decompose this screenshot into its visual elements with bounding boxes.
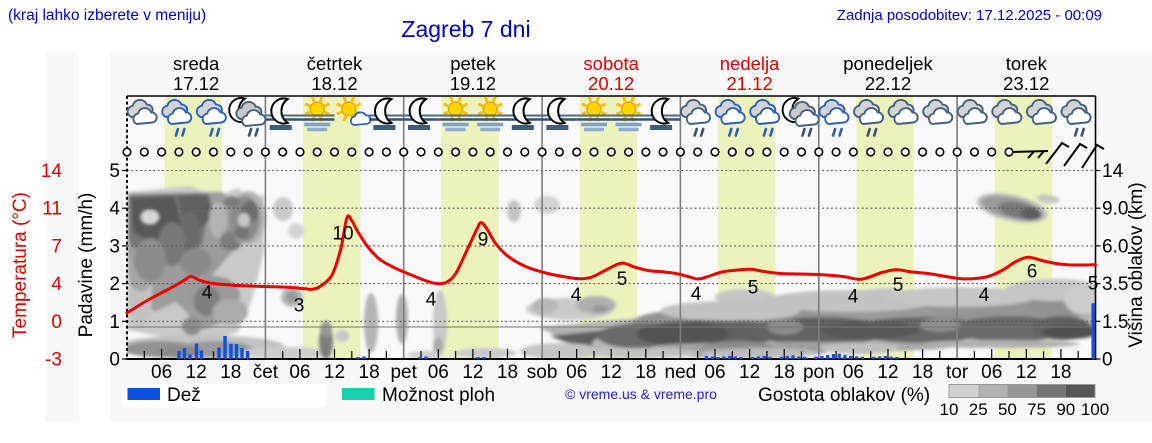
svg-text:14: 14 (41, 161, 63, 182)
svg-text:-3: -3 (45, 350, 62, 371)
svg-text:© vreme.us & vreme.pro: © vreme.us & vreme.pro (565, 386, 717, 402)
svg-text:ponedeljek: ponedeljek (843, 53, 933, 74)
svg-text:06: 06 (566, 362, 587, 383)
svg-text:5: 5 (1088, 274, 1099, 295)
svg-text:čet: čet (253, 362, 279, 383)
svg-text:18: 18 (497, 362, 518, 383)
svg-text:18: 18 (774, 362, 795, 383)
svg-text:4: 4 (109, 199, 120, 220)
svg-text:Gostota oblakov (%): Gostota oblakov (%) (758, 385, 930, 406)
svg-text:11: 11 (42, 199, 62, 220)
svg-text:Zadnja posodobitev: 17.12.2025: Zadnja posodobitev: 17.12.2025 - 00:09 (837, 7, 1102, 24)
svg-text:4: 4 (571, 285, 582, 306)
svg-text:18: 18 (359, 362, 380, 383)
svg-text:21.12: 21.12 (726, 73, 772, 94)
svg-text:18: 18 (1050, 362, 1071, 383)
svg-text:06: 06 (289, 362, 310, 383)
svg-text:petek: petek (450, 53, 496, 74)
svg-text:75: 75 (1027, 400, 1046, 419)
svg-text:18: 18 (912, 362, 933, 383)
svg-text:3.5: 3.5 (1102, 274, 1128, 295)
svg-text:0: 0 (51, 312, 62, 333)
svg-text:12: 12 (877, 362, 898, 383)
svg-text:5: 5 (893, 275, 904, 296)
svg-text:12: 12 (739, 362, 760, 383)
svg-text:Temperatura (°C): Temperatura (°C) (10, 192, 31, 338)
svg-text:06: 06 (428, 362, 449, 383)
svg-text:4: 4 (426, 290, 437, 311)
svg-text:20.12: 20.12 (588, 73, 634, 94)
svg-text:Višina oblakov (km): Višina oblakov (km) (1126, 182, 1147, 347)
svg-text:17.12: 17.12 (173, 73, 219, 94)
svg-text:1.5: 1.5 (1102, 312, 1128, 333)
svg-text:12: 12 (324, 362, 345, 383)
svg-text:19.12: 19.12 (450, 73, 496, 94)
svg-text:14: 14 (1102, 161, 1124, 182)
svg-text:4: 4 (202, 283, 213, 304)
svg-text:tor: tor (946, 362, 969, 383)
svg-text:ned: ned (665, 362, 697, 383)
svg-text:2: 2 (109, 274, 120, 295)
svg-text:25: 25 (969, 400, 988, 419)
svg-text:Možnost ploh: Možnost ploh (382, 385, 495, 406)
svg-text:pon: pon (803, 362, 835, 383)
svg-text:4: 4 (979, 285, 990, 306)
svg-text:12: 12 (1016, 362, 1037, 383)
svg-text:4: 4 (691, 284, 702, 305)
svg-text:06: 06 (981, 362, 1002, 383)
svg-text:12: 12 (601, 362, 622, 383)
svg-text:18: 18 (220, 362, 241, 383)
svg-text:5: 5 (109, 161, 120, 182)
svg-text:Dež: Dež (167, 385, 201, 406)
svg-text:10: 10 (940, 400, 959, 419)
svg-text:12: 12 (462, 362, 483, 383)
svg-text:nedelja: nedelja (720, 53, 780, 74)
svg-text:6.0: 6.0 (1102, 236, 1128, 257)
svg-text:torek: torek (1006, 53, 1048, 74)
svg-text:12: 12 (186, 362, 207, 383)
svg-text:90: 90 (1056, 400, 1075, 419)
svg-text:100: 100 (1081, 400, 1109, 419)
svg-text:22.12: 22.12 (865, 73, 911, 94)
svg-text:7: 7 (51, 236, 62, 257)
svg-text:3: 3 (294, 296, 305, 317)
svg-text:5: 5 (748, 278, 759, 299)
svg-text:18.12: 18.12 (311, 73, 357, 94)
svg-text:3: 3 (109, 236, 120, 257)
svg-text:23.12: 23.12 (1003, 73, 1049, 94)
svg-text:Padavine (mm/h): Padavine (mm/h) (76, 193, 97, 338)
svg-text:50: 50 (998, 400, 1017, 419)
svg-text:pet: pet (390, 362, 417, 383)
svg-text:06: 06 (151, 362, 172, 383)
svg-text:0: 0 (1102, 350, 1113, 371)
svg-text:06: 06 (843, 362, 864, 383)
svg-text:9.0: 9.0 (1102, 199, 1128, 220)
svg-text:4: 4 (848, 287, 859, 308)
svg-text:0: 0 (109, 350, 120, 371)
svg-text:10: 10 (332, 224, 353, 245)
svg-text:9: 9 (478, 230, 489, 251)
svg-text:18: 18 (635, 362, 656, 383)
svg-text:5: 5 (617, 269, 628, 290)
svg-text:(kraj lahko izberete v meniju): (kraj lahko izberete v meniju) (8, 7, 206, 24)
svg-text:Zagreb 7 dni: Zagreb 7 dni (401, 16, 530, 42)
svg-text:sobota: sobota (583, 53, 639, 74)
svg-text:6: 6 (1027, 262, 1038, 283)
svg-text:sreda: sreda (173, 53, 220, 74)
svg-text:1: 1 (109, 312, 120, 333)
svg-text:sob: sob (527, 362, 558, 383)
svg-text:06: 06 (704, 362, 725, 383)
svg-text:četrtek: četrtek (307, 53, 363, 74)
svg-text:4: 4 (51, 274, 62, 295)
